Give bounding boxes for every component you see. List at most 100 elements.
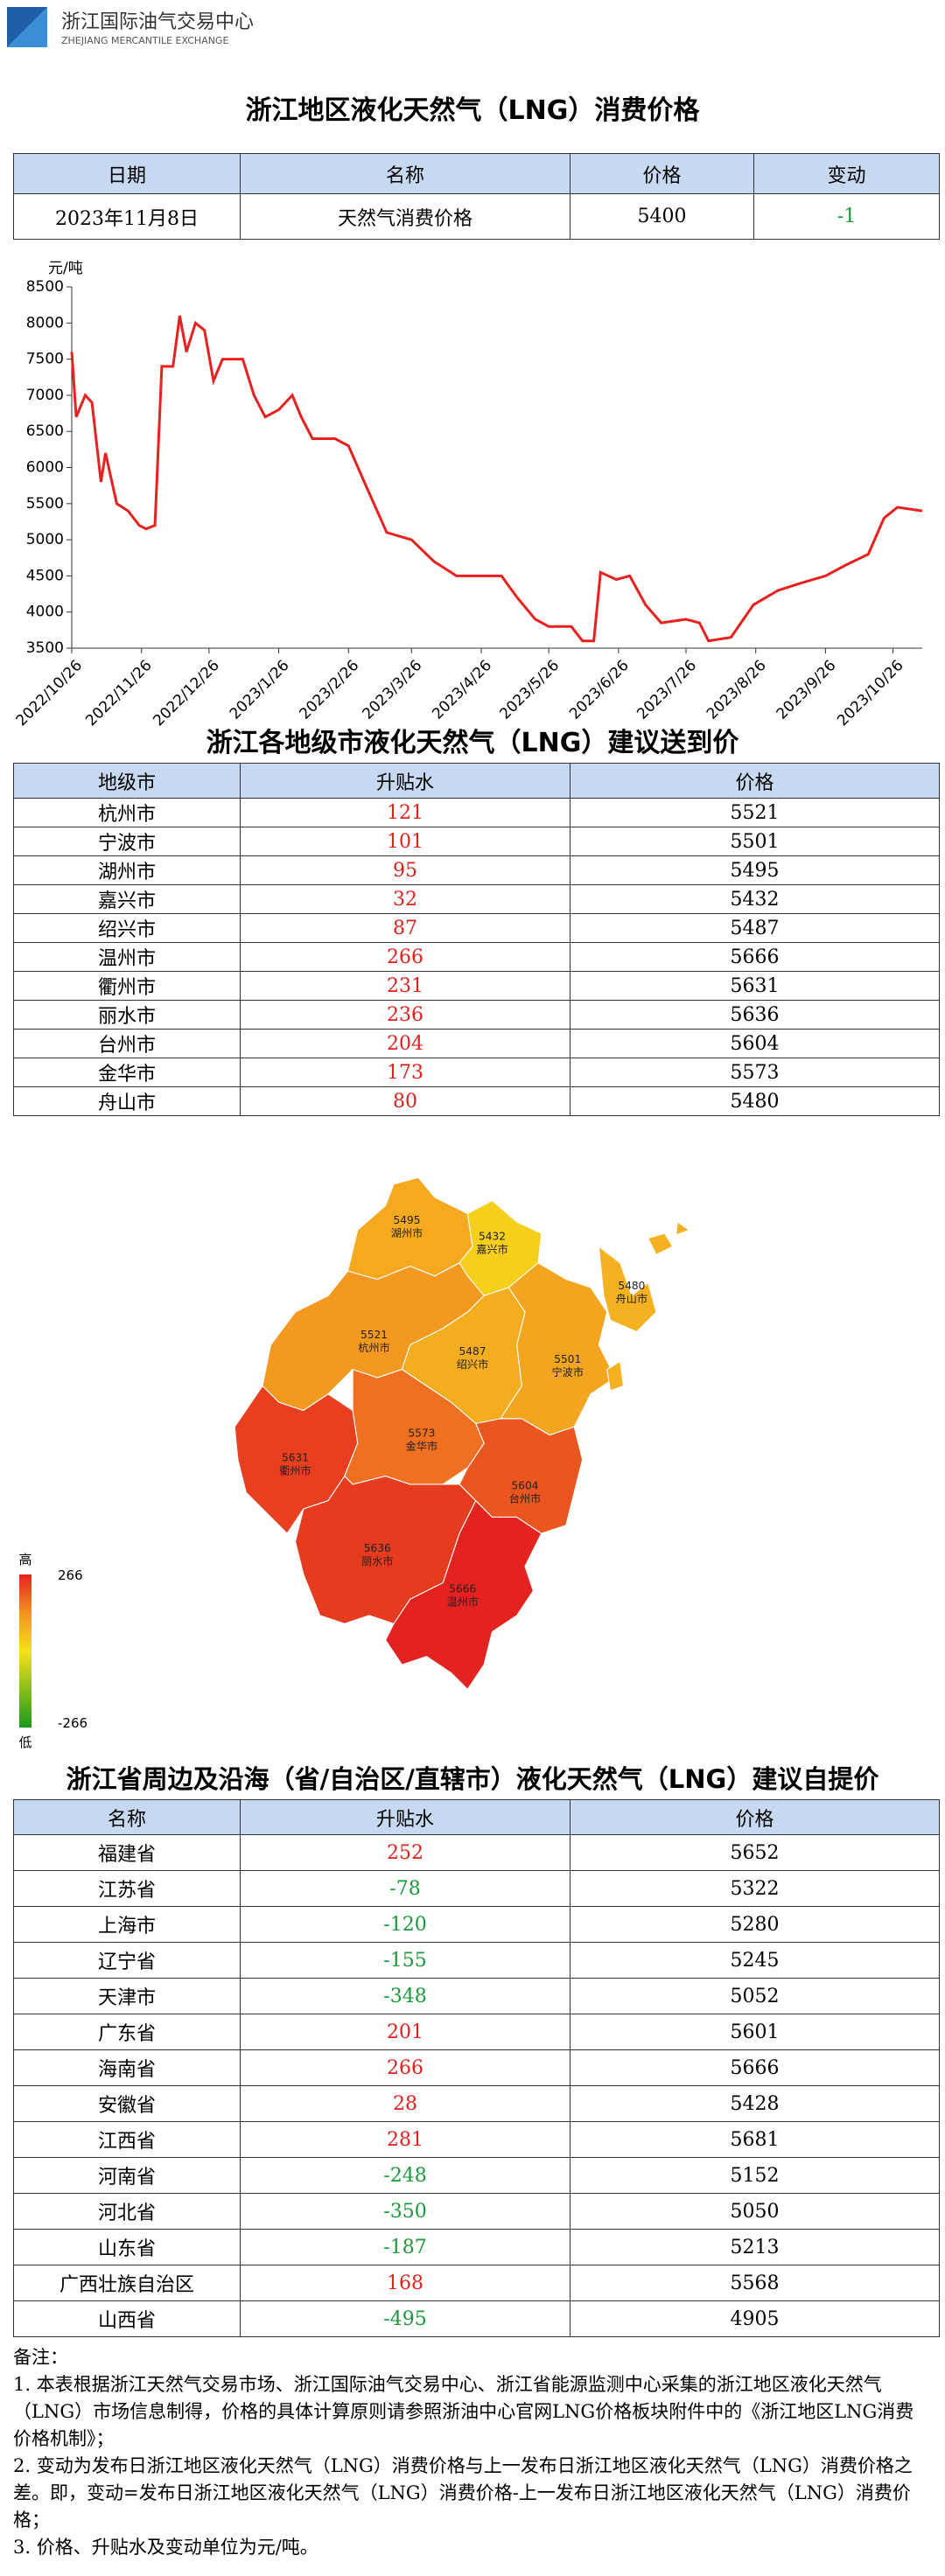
region-name: 宁波市 — [551, 1365, 584, 1379]
legend-low: 低 — [18, 1735, 32, 1750]
region-name: 嘉兴市 — [476, 1243, 508, 1256]
x-tick-label: 2023/6/26 — [566, 657, 633, 723]
header-row: 名称 升贴水 价格 — [13, 1799, 940, 1835]
cell: 福建省 — [13, 1834, 241, 1871]
cell: 266 — [240, 2049, 570, 2086]
header-cell: 升贴水 — [240, 1799, 570, 1835]
cell: 95 — [240, 855, 570, 885]
region — [606, 1360, 625, 1392]
cell: -248 — [240, 2157, 570, 2194]
logo-icon — [7, 7, 47, 47]
y-tick-label: 5000 — [26, 531, 64, 548]
cell: -155 — [240, 1942, 570, 1979]
cell: -348 — [240, 1978, 570, 2014]
x-tick-label: 2023/9/26 — [774, 657, 840, 723]
cell: 5495 — [570, 855, 940, 885]
cell: -120 — [240, 1906, 570, 1943]
y-tick-label: 7500 — [26, 351, 64, 368]
cell: 5666 — [570, 2049, 940, 2086]
cell: 5521 — [570, 798, 940, 827]
row: 山东省 -187 5213 — [13, 2229, 940, 2265]
cell: 河南省 — [13, 2157, 241, 2194]
row: 河北省 -350 5050 — [13, 2193, 940, 2230]
cell: 绍兴市 — [13, 913, 241, 943]
region-price: 5604 — [512, 1480, 539, 1492]
legend-high: 高 — [18, 1552, 32, 1567]
row: 上海市 -120 5280 — [13, 1906, 940, 1943]
cell: 衢州市 — [13, 971, 241, 1001]
cell: 5245 — [570, 1942, 940, 1979]
org-name: 浙江国际油气交易中心 — [61, 11, 254, 33]
row: 江苏省 -78 5322 — [13, 1870, 940, 1907]
cell: 32 — [240, 884, 570, 914]
price-table: 日期 名称 价格 变动 2023年11月8日 天然气消费价格 5400 -1 — [13, 153, 940, 240]
header-cell: 价格 — [570, 763, 940, 799]
cell: 杭州市 — [13, 798, 241, 827]
cell: 4905 — [570, 2300, 940, 2337]
cell: -350 — [240, 2193, 570, 2230]
cell: 5480 — [570, 1086, 940, 1116]
region — [458, 1418, 584, 1534]
cell: 101 — [240, 827, 570, 856]
cell: 5573 — [570, 1058, 940, 1087]
row: 2023年11月8日 天然气消费价格 5400 -1 — [13, 193, 940, 240]
cell: 5400 — [570, 193, 754, 240]
notes: 备注： 1. 本表根据浙江天然气交易市场、浙江国际油气交易中心、浙江省能源监测中心… — [13, 2344, 932, 2561]
cell: 江西省 — [13, 2121, 241, 2158]
region-price: 5631 — [282, 1452, 309, 1464]
cell: 台州市 — [13, 1029, 241, 1058]
cell: 湖州市 — [13, 855, 241, 885]
line-chart: 元/吨 3500 4000 4500 5000 5500 6000 6500 7000 7500… — [13, 260, 923, 726]
cell: 天然气消费价格 — [240, 193, 570, 240]
title: 浙江各地级市液化天然气（LNG）建议送到价 — [206, 728, 739, 758]
cell: 5652 — [570, 1834, 940, 1871]
title: 浙江地区液化天然气（LNG）消费价格 — [245, 95, 700, 126]
cell: 5568 — [570, 2265, 940, 2301]
row: 金华市 173 5573 — [13, 1058, 940, 1087]
row: 河南省 -248 5152 — [13, 2157, 940, 2194]
cell: 金华市 — [13, 1058, 241, 1087]
row: 福建省 252 5652 — [13, 1834, 940, 1871]
cell: 5601 — [570, 2014, 940, 2050]
row: 江西省 281 5681 — [13, 2121, 940, 2158]
x-tick-label: 2023/8/26 — [704, 657, 770, 723]
row: 安徽省 28 5428 — [13, 2085, 940, 2122]
cell: 231 — [240, 971, 570, 1001]
row: 衢州市 231 5631 — [13, 971, 940, 1001]
region-name: 湖州市 — [391, 1226, 424, 1239]
cell: 5050 — [570, 2193, 940, 2230]
cell: 2023年11月8日 — [13, 193, 241, 240]
y-tick-label: 4000 — [26, 604, 64, 621]
cell: -78 — [240, 1870, 570, 1907]
cell: 252 — [240, 1834, 570, 1871]
row: 丽水市 236 5636 — [13, 1000, 940, 1030]
header-cell: 地级市 — [13, 763, 241, 799]
city-table: 地级市 升贴水 价格 杭州市 121 5521 宁波市 101 5501 湖州市 95 5495 嘉兴市… — [13, 763, 940, 1116]
row: 辽宁省 -155 5245 — [13, 1942, 940, 1979]
x-tick-label: 2023/10/26 — [834, 657, 906, 726]
x-tick-label: 2022/10/26 — [13, 657, 86, 726]
cell: 80 — [240, 1086, 570, 1116]
org-name-en: ZHEJIANG MERCANTILE EXCHANGE — [61, 35, 228, 46]
y-tick-label: 5500 — [26, 495, 64, 513]
header-cell: 名称 — [240, 153, 570, 194]
region — [647, 1232, 674, 1256]
region-name: 台州市 — [509, 1492, 542, 1505]
region-name: 衢州市 — [279, 1464, 312, 1477]
region — [344, 1368, 485, 1485]
y-axis-label: 元/吨 — [48, 260, 83, 277]
header-row: 日期 名称 价格 变动 — [13, 153, 940, 194]
y-tick-label: 6500 — [26, 422, 64, 440]
header-cell: 变动 — [753, 153, 940, 194]
cell: 201 — [240, 2014, 570, 2050]
region-price: 5495 — [394, 1214, 421, 1226]
cell: 5280 — [570, 1906, 940, 1943]
cell: 266 — [240, 942, 570, 972]
logo-bar: 浙江国际油气交易中心 ZHEJIANG MERCANTILE EXCHANGE — [7, 7, 254, 47]
region-price: 5666 — [449, 1583, 476, 1595]
row: 杭州市 121 5521 — [13, 798, 940, 827]
region-name: 舟山市 — [616, 1292, 648, 1305]
price-line — [70, 315, 923, 643]
